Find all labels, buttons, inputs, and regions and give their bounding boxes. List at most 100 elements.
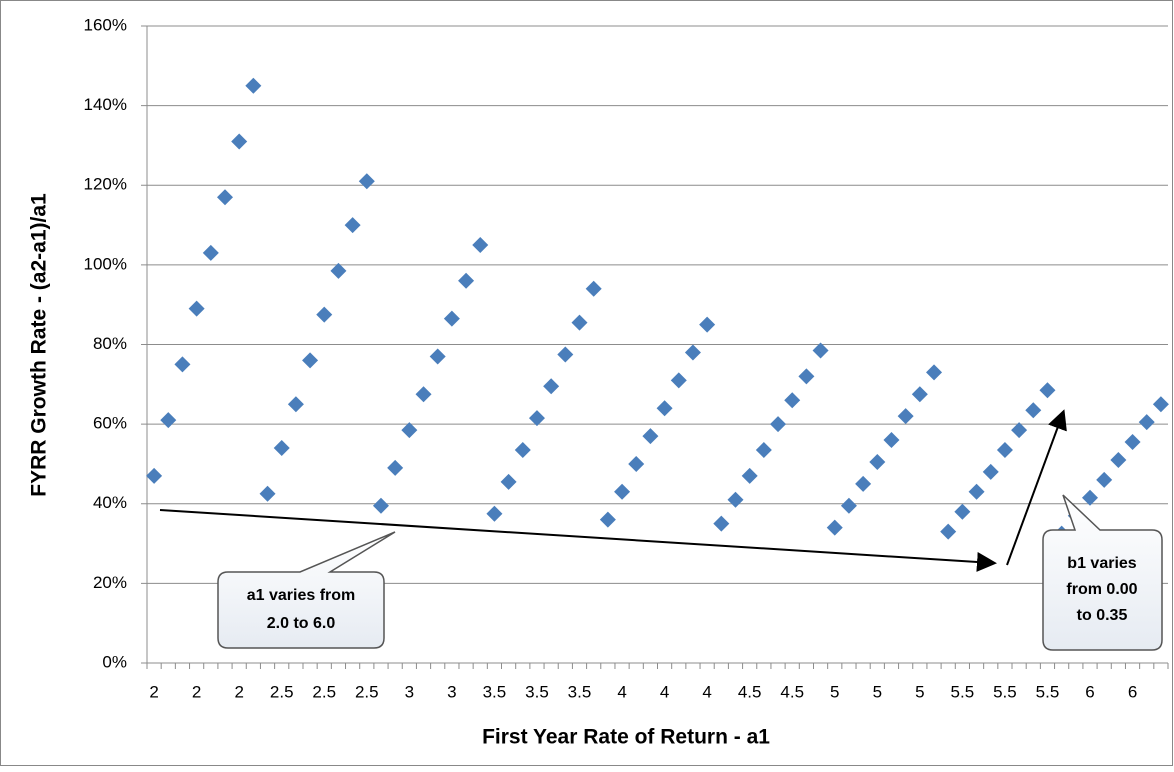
point bbox=[528, 410, 545, 427]
point bbox=[741, 467, 758, 484]
point bbox=[1039, 382, 1056, 399]
point bbox=[188, 300, 205, 317]
point bbox=[387, 459, 404, 476]
x-tick-label: 4 bbox=[660, 682, 669, 701]
point bbox=[429, 348, 446, 365]
x-tick-label: 3 bbox=[405, 682, 414, 701]
point bbox=[656, 400, 673, 417]
point bbox=[302, 352, 319, 369]
point bbox=[869, 453, 886, 470]
point bbox=[358, 173, 375, 190]
point bbox=[216, 189, 233, 206]
y-tick-label: 140% bbox=[84, 95, 127, 114]
x-tick-label: 3 bbox=[447, 682, 456, 701]
y-tick-label: 40% bbox=[93, 493, 127, 512]
point bbox=[174, 356, 191, 373]
x-tick-label: 5 bbox=[915, 682, 924, 701]
point bbox=[557, 346, 574, 363]
point bbox=[826, 519, 843, 536]
point bbox=[415, 386, 432, 403]
x-tick-label: 2.5 bbox=[355, 682, 379, 701]
point bbox=[1152, 396, 1169, 413]
point bbox=[982, 463, 999, 480]
point bbox=[585, 280, 602, 297]
point bbox=[954, 503, 971, 520]
x-tick-label: 5.5 bbox=[993, 682, 1017, 701]
callout-b1 bbox=[1042, 494, 1163, 651]
point bbox=[784, 392, 801, 409]
point bbox=[372, 497, 389, 514]
point bbox=[245, 77, 262, 94]
point bbox=[571, 314, 588, 331]
x-tick-label: 2 bbox=[192, 682, 201, 701]
point bbox=[855, 475, 872, 492]
y-axis-title: FYRR Growth Rate - (a2-a1)/a1 bbox=[28, 193, 51, 497]
x-tick-label: 5.5 bbox=[951, 682, 975, 701]
point bbox=[344, 217, 361, 234]
point bbox=[458, 272, 475, 289]
x-tick-label: 6 bbox=[1085, 682, 1094, 701]
x-tick-label: 3.5 bbox=[483, 682, 507, 701]
x-tick-label: 5 bbox=[830, 682, 839, 701]
point bbox=[514, 442, 531, 459]
point bbox=[911, 386, 928, 403]
point bbox=[316, 306, 333, 323]
x-tick-label: 2.5 bbox=[312, 682, 336, 701]
point bbox=[883, 432, 900, 449]
y-tick-label: 0% bbox=[102, 652, 127, 671]
point bbox=[259, 485, 276, 502]
x-tick-label: 3.5 bbox=[525, 682, 549, 701]
point bbox=[642, 428, 659, 445]
point bbox=[330, 262, 347, 279]
point bbox=[812, 342, 829, 359]
point bbox=[443, 310, 460, 327]
point bbox=[926, 364, 943, 381]
point bbox=[968, 483, 985, 500]
callout-a1 bbox=[217, 531, 396, 649]
y-tick-label: 80% bbox=[93, 334, 127, 353]
x-tick-label: 2 bbox=[234, 682, 243, 701]
b1-arrow bbox=[1006, 409, 1067, 566]
callout-text: a1 varies from bbox=[247, 587, 356, 604]
point bbox=[1082, 489, 1099, 506]
point bbox=[1025, 402, 1042, 419]
point bbox=[614, 483, 631, 500]
y-tick-label: 20% bbox=[93, 573, 127, 592]
point bbox=[798, 368, 815, 385]
a1-arrow bbox=[159, 509, 997, 572]
point bbox=[996, 442, 1013, 459]
point bbox=[287, 396, 304, 413]
x-tick-label: 3.5 bbox=[568, 682, 592, 701]
point bbox=[599, 511, 616, 528]
point bbox=[897, 408, 914, 425]
point bbox=[202, 244, 219, 261]
x-tick-label: 5.5 bbox=[1036, 682, 1060, 701]
point bbox=[1124, 434, 1141, 451]
point bbox=[699, 316, 716, 333]
point bbox=[628, 455, 645, 472]
point bbox=[755, 442, 772, 459]
point bbox=[940, 523, 957, 540]
point bbox=[543, 378, 560, 395]
point bbox=[231, 133, 248, 150]
y-tick-label: 160% bbox=[84, 15, 127, 34]
x-tick-label: 4 bbox=[702, 682, 711, 701]
y-tick-label: 60% bbox=[93, 414, 127, 433]
point bbox=[1110, 451, 1127, 468]
point bbox=[727, 491, 744, 508]
x-axis-title: First Year Rate of Return - a1 bbox=[482, 726, 770, 749]
point bbox=[273, 440, 290, 457]
callout-text: b1 varies bbox=[1067, 555, 1136, 572]
x-tick-label: 2 bbox=[149, 682, 158, 701]
point bbox=[160, 412, 177, 429]
point bbox=[401, 422, 418, 439]
y-tick-label: 120% bbox=[84, 175, 127, 194]
callout-text: to 0.35 bbox=[1077, 607, 1128, 624]
callout-text: from 0.00 bbox=[1066, 581, 1137, 598]
x-tick-label: 5 bbox=[873, 682, 882, 701]
point bbox=[770, 416, 787, 433]
point bbox=[486, 505, 503, 522]
y-tick-label: 100% bbox=[84, 254, 127, 273]
